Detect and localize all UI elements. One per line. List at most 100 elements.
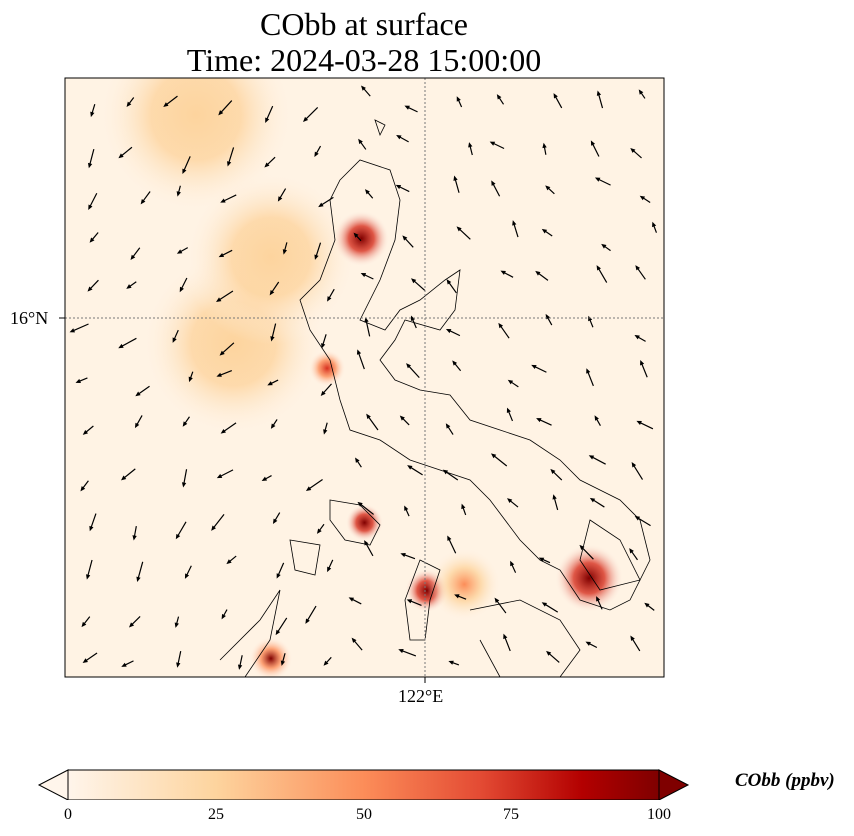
wind-arrow bbox=[211, 514, 225, 531]
wind-arrow bbox=[588, 315, 594, 328]
wind-arrow bbox=[454, 594, 467, 600]
wind-arrow bbox=[86, 559, 93, 580]
wind-arrow bbox=[601, 243, 611, 252]
wind-arrow bbox=[351, 637, 363, 651]
wind-arrow bbox=[172, 329, 179, 343]
wind-arrow bbox=[276, 562, 285, 579]
wind-arrow bbox=[630, 635, 641, 652]
wind-arrow bbox=[134, 415, 143, 429]
wind-arrow bbox=[364, 540, 374, 557]
wind-arrow bbox=[321, 334, 327, 349]
wind-arrow bbox=[175, 521, 187, 540]
wind-arrow bbox=[552, 494, 559, 511]
emission-hotspot bbox=[554, 543, 624, 613]
wind-arrow bbox=[589, 497, 605, 508]
wind-arrow bbox=[635, 265, 646, 280]
wind-arrow bbox=[269, 281, 280, 296]
wind-arrow bbox=[126, 281, 137, 289]
wind-arrow bbox=[305, 605, 317, 624]
wind-arrow bbox=[411, 278, 426, 291]
wind-arrow bbox=[89, 232, 99, 243]
wind-arrow bbox=[452, 360, 462, 372]
wind-arrow bbox=[176, 185, 181, 197]
wind-arrow bbox=[638, 89, 646, 99]
wind-arrow bbox=[456, 226, 471, 240]
colorbar bbox=[37, 769, 690, 800]
wind-arrow bbox=[219, 342, 235, 356]
wind-arrow bbox=[545, 185, 555, 195]
wind-arrow bbox=[75, 377, 88, 383]
wind-arrow bbox=[644, 602, 655, 611]
wind-arrow bbox=[226, 555, 237, 565]
wind-arrow bbox=[407, 465, 423, 476]
wind-arrow bbox=[395, 184, 410, 193]
colorbar-extend-min bbox=[37, 769, 69, 800]
wind-arrow bbox=[491, 180, 501, 197]
wind-arrow bbox=[136, 561, 144, 582]
map-frame bbox=[64, 77, 665, 678]
wind-arrow bbox=[69, 323, 89, 333]
wind-arrow bbox=[360, 272, 374, 280]
colorbar-tick: 25 bbox=[208, 806, 224, 823]
wind-arrow bbox=[366, 413, 379, 431]
wind-arrow bbox=[396, 134, 409, 143]
wind-arrow bbox=[506, 407, 514, 422]
wind-arrow bbox=[634, 516, 651, 527]
emission-hotspot bbox=[183, 169, 359, 345]
wind-arrow bbox=[277, 188, 287, 202]
wind-arrow bbox=[404, 105, 418, 113]
wind-arrow bbox=[89, 513, 97, 532]
wind-arrow bbox=[553, 93, 563, 109]
wind-arrow bbox=[447, 535, 457, 554]
x-tick-label: 122°E bbox=[398, 686, 444, 706]
wind-arrow bbox=[264, 156, 276, 168]
wind-arrow bbox=[176, 247, 189, 254]
wind-arrow bbox=[445, 423, 454, 435]
wind-arrow bbox=[265, 105, 274, 123]
wind-arrow bbox=[128, 616, 141, 628]
wind-arrow bbox=[179, 277, 188, 293]
wind-arrow bbox=[220, 422, 237, 434]
wind-arrow bbox=[90, 104, 96, 118]
wind-arrow bbox=[494, 597, 507, 614]
wind-arrow bbox=[88, 192, 98, 210]
wind-arrow bbox=[590, 140, 600, 157]
wind-arrow bbox=[318, 196, 334, 208]
wind-arrow bbox=[182, 156, 191, 175]
colorbar-label: CObb (ppbv) bbox=[735, 770, 835, 791]
wind-arrow bbox=[327, 288, 335, 302]
wind-arrow bbox=[402, 235, 414, 248]
wind-arrow bbox=[542, 142, 547, 155]
wind-arrow bbox=[406, 599, 422, 606]
wind-arrow bbox=[270, 419, 278, 429]
wind-arrow bbox=[639, 195, 651, 203]
colorbar-gradient bbox=[67, 769, 660, 800]
wind-arrow bbox=[398, 648, 417, 657]
wind-arrow bbox=[237, 655, 243, 670]
wind-arrow bbox=[404, 505, 410, 517]
wind-arrow bbox=[456, 96, 463, 108]
wind-arrow bbox=[356, 349, 365, 370]
wind-arrow bbox=[358, 138, 367, 150]
wind-arrow bbox=[174, 616, 180, 628]
wind-arrow bbox=[323, 656, 332, 666]
wind-arrow bbox=[121, 660, 134, 667]
wind-arrow bbox=[280, 653, 286, 666]
wind-arrow bbox=[453, 175, 460, 193]
map-plot bbox=[59, 77, 665, 683]
plot-time: Time: 2024-03-28 15:00:00 bbox=[186, 42, 542, 78]
wind-arrow bbox=[316, 523, 325, 534]
wind-arrow bbox=[400, 553, 416, 560]
wind-arrow bbox=[181, 469, 188, 488]
wind-arrow bbox=[510, 560, 517, 573]
wind-arrow bbox=[176, 650, 182, 668]
wind-arrow bbox=[410, 315, 417, 329]
wind-arrow bbox=[140, 191, 151, 205]
colorbar-extend-max bbox=[658, 769, 690, 800]
wind-arrow bbox=[327, 559, 334, 573]
wind-arrow bbox=[118, 337, 137, 349]
wind-arrow bbox=[267, 379, 279, 386]
wind-arrow bbox=[272, 512, 281, 525]
wind-arrow bbox=[500, 270, 514, 278]
wind-arrow bbox=[594, 177, 611, 186]
